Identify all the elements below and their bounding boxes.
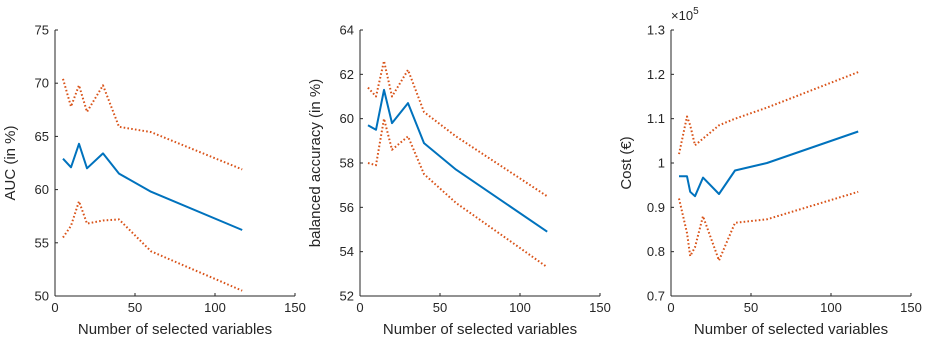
y-tick-label: 1.2 (647, 67, 665, 82)
y-axis-label: balanced accuracy (in %) (307, 79, 324, 247)
y-exponent-base: ×10 (671, 8, 693, 23)
y-tick-label: 55 (35, 235, 49, 250)
chart-panel-3: 0 50 100 150 0.7 0.8 0.9 1 1.1 1.2 1.3 ×105 Number o… (618, 6, 922, 338)
series-line-upper (367, 60, 548, 198)
x-tick-label: 100 (820, 300, 842, 315)
y-tick-label: 64 (340, 23, 354, 38)
series-line-mean (367, 88, 548, 233)
series-line-lower (62, 200, 243, 292)
series-line-mean (679, 130, 859, 198)
x-tick-label: 0 (356, 300, 363, 315)
y-tick-label: 0.7 (647, 289, 665, 304)
x-tick-label: 150 (589, 300, 611, 315)
x-tick-label: 100 (204, 300, 226, 315)
series-line-mean (62, 142, 243, 231)
y-tick-label: 54 (340, 244, 354, 259)
x-tick-label: 50 (128, 300, 142, 315)
y-tick-label: 65 (35, 129, 49, 144)
x-axis-label: Number of selected variables (78, 321, 272, 338)
x-tick-label: 0 (51, 300, 58, 315)
y-tick-label: 70 (35, 76, 49, 91)
y-exponent-label: ×105 (671, 6, 699, 23)
y-tick-label: 1.1 (647, 111, 665, 126)
series-line-lower (678, 190, 859, 262)
x-tick-label: 0 (667, 300, 674, 315)
y-tick-label: 75 (35, 23, 49, 38)
y-tick-label: 0.9 (647, 200, 665, 215)
x-axis-label: Number of selected variables (694, 321, 888, 338)
y-tick-label: 1.3 (647, 23, 665, 38)
y-axis-label: AUC (in %) (2, 125, 19, 200)
y-tick-label: 56 (340, 200, 354, 215)
series-line-upper (62, 78, 243, 171)
y-tick-label: 1 (658, 156, 665, 171)
series-line-lower (367, 117, 548, 269)
y-exponent-power: 5 (693, 6, 699, 17)
x-tick-label: 50 (433, 300, 447, 315)
y-tick-label: 62 (340, 67, 354, 82)
y-tick-label: 58 (340, 156, 354, 171)
x-tick-label: 150 (900, 300, 922, 315)
x-tick-label: 100 (509, 300, 531, 315)
y-tick-label: 50 (35, 289, 49, 304)
chart-panel-2: 0 50 100 150 52 54 56 58 60 62 64 Number of selecte… (307, 23, 611, 339)
y-axis-label: Cost (€) (618, 136, 635, 189)
y-tick-label: 60 (35, 182, 49, 197)
y-tick-label: 60 (340, 111, 354, 126)
y-tick-label: 52 (340, 289, 354, 304)
y-tick-label: 0.8 (647, 244, 665, 259)
x-tick-label: 50 (744, 300, 758, 315)
x-axis-label: Number of selected variables (383, 321, 577, 338)
x-tick-label: 150 (284, 300, 306, 315)
